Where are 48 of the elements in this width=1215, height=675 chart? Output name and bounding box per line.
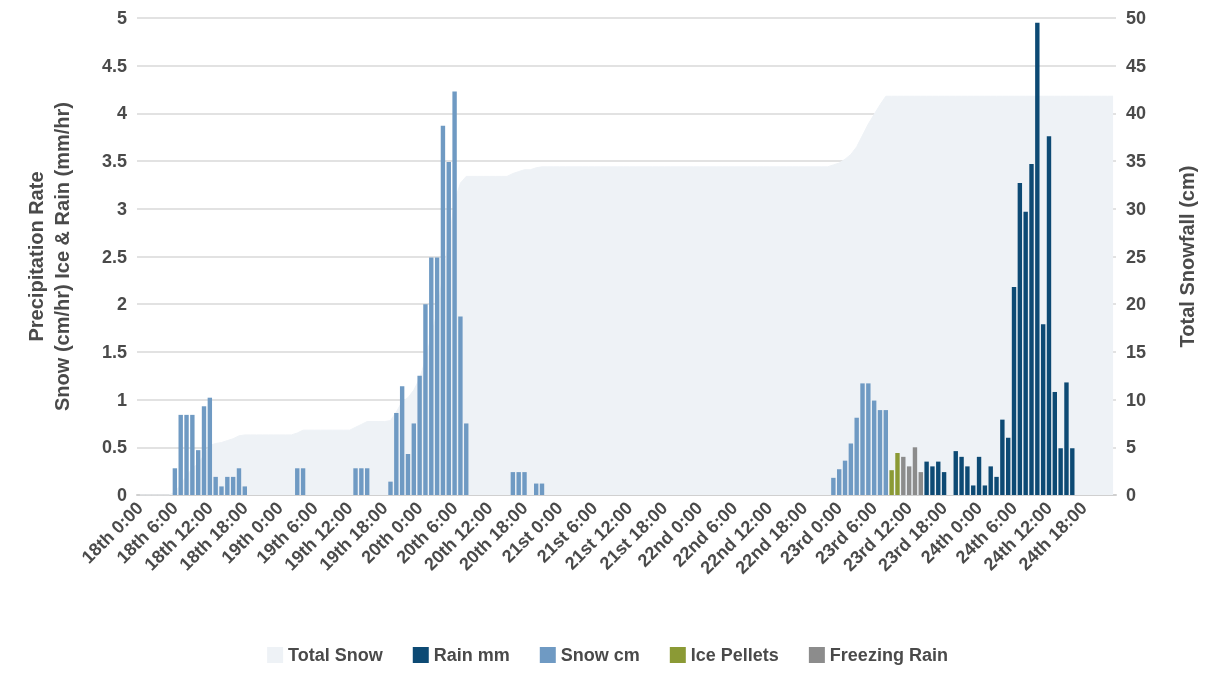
- bar: [242, 486, 248, 495]
- y-tick-label: 3.5: [101, 151, 127, 172]
- legend-label: Freezing Rain: [829, 645, 948, 665]
- y-tick-label: 4: [116, 103, 127, 124]
- y2-tick-label: 5: [1126, 437, 1137, 458]
- bar: [912, 447, 918, 495]
- y-tick-label: 5: [116, 8, 127, 28]
- bar: [405, 453, 411, 495]
- y2-tick-label: 35: [1126, 151, 1147, 172]
- y-tick-label: 2.5: [101, 246, 127, 267]
- bar: [982, 485, 988, 495]
- bar: [883, 410, 889, 495]
- y2-tick-label: 45: [1126, 55, 1147, 76]
- bar: [976, 456, 982, 495]
- bar: [434, 257, 440, 495]
- legend-label: Rain mm: [433, 645, 510, 665]
- y-tick-label: 2: [116, 294, 127, 315]
- y2-tick-label: 15: [1126, 341, 1147, 362]
- y2-tick-label: 25: [1126, 246, 1147, 267]
- y2-axis-title: Total Snowfall (cm): [1176, 165, 1198, 348]
- y-tick-label: 1.5: [101, 341, 127, 362]
- bar: [300, 468, 306, 495]
- bar: [877, 410, 883, 495]
- bar: [918, 472, 923, 495]
- bar: [842, 460, 848, 495]
- y2-tick-label: 30: [1126, 198, 1147, 219]
- y-tick-label: 0.5: [101, 437, 127, 458]
- bar: [1011, 287, 1017, 495]
- bar: [295, 468, 300, 495]
- bar: [236, 468, 242, 495]
- legend-label: Snow cm: [560, 645, 640, 665]
- y2-tick-label: 50: [1126, 8, 1147, 28]
- y2-tick-label: 20: [1126, 294, 1147, 315]
- bar: [1046, 136, 1052, 495]
- y-tick-label: 1: [116, 389, 127, 410]
- y-tick-label: 4.5: [101, 55, 127, 76]
- y2-tick-label: 0: [1126, 485, 1137, 505]
- y2-tick-label: 40: [1126, 103, 1147, 124]
- legend-label: Ice Pellets: [690, 645, 779, 665]
- y-axis-title: Precipitation Rate Snow (cm/hr) Ice & Rain (mm/hr): [25, 102, 73, 411]
- legend-label: Total Snow: [288, 645, 384, 665]
- bar: [440, 125, 446, 495]
- y-tick-label: 0: [116, 485, 127, 505]
- bar: [172, 468, 178, 495]
- bar: [941, 472, 947, 495]
- y-tick-label: 3: [116, 198, 127, 219]
- y2-tick-label: 10: [1126, 389, 1147, 410]
- bar: [201, 406, 207, 495]
